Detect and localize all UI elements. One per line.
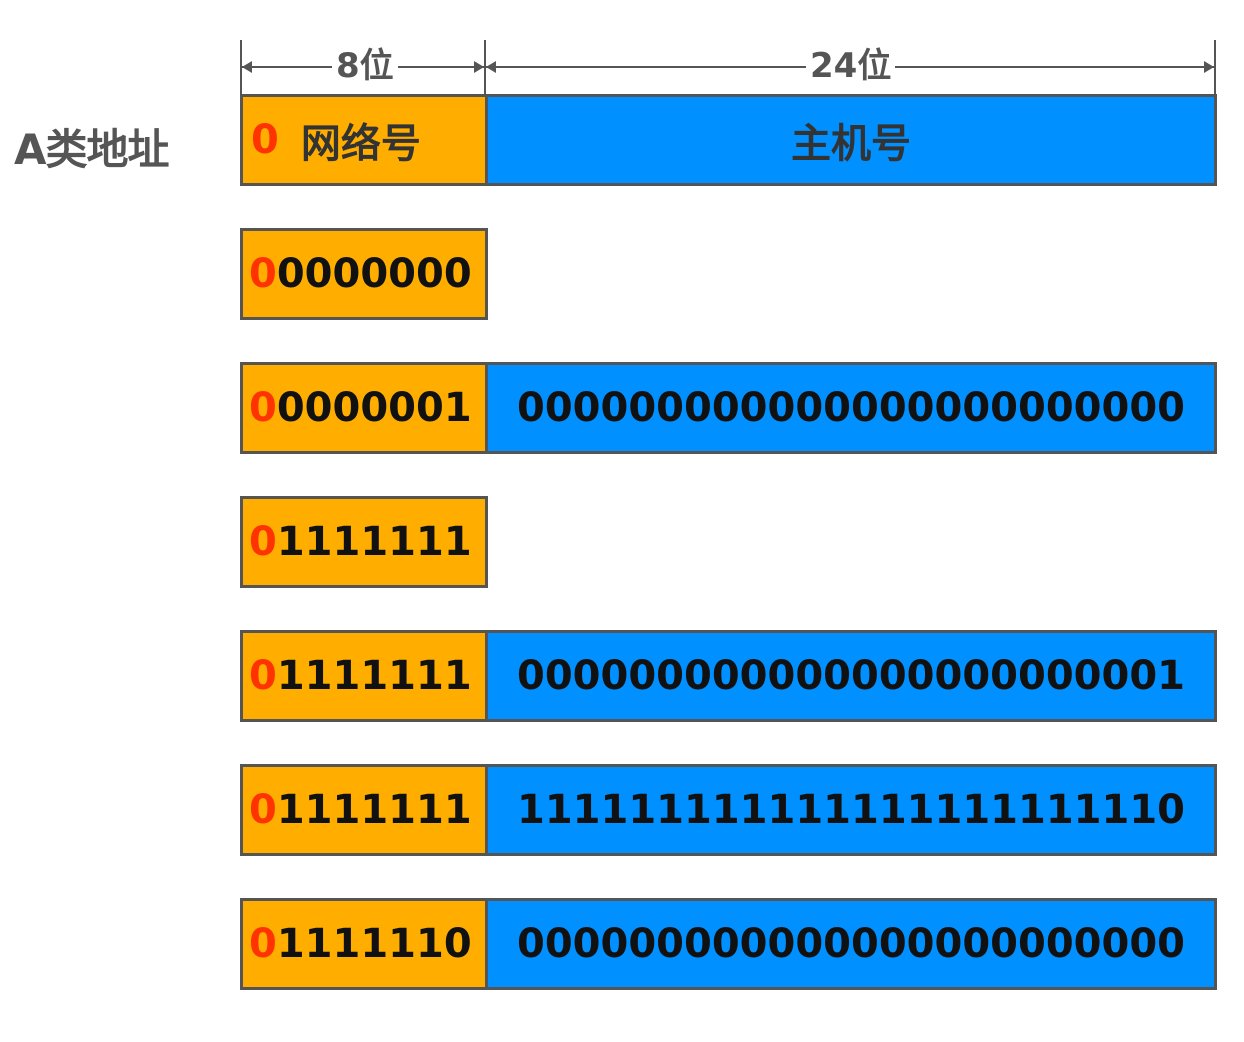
network-segment: 00000000 (240, 228, 488, 320)
header-bar: 0 网络号 主机号 (240, 94, 1217, 186)
arrow-right-icon (474, 61, 484, 73)
leading-bit: 0 (249, 653, 277, 699)
leading-bit: 0 (249, 385, 277, 431)
network-bits-rest: 1111111 (276, 653, 472, 699)
leading-bit: 0 (251, 117, 279, 163)
leading-bit: 0 (249, 921, 277, 967)
network-bits-rest: 0000000 (276, 251, 472, 297)
network-segment: 01111110 (240, 898, 488, 990)
address-row: 00000000 (240, 228, 488, 320)
leading-bit: 0 (249, 251, 277, 297)
host-bits: 000000000000000000000000 (517, 385, 1185, 431)
network-bits-rest: 1111110 (276, 921, 472, 967)
network-bits-label: 8位 (332, 46, 398, 86)
network-bits-rest: 1111111 (276, 519, 472, 565)
dimension-tick-right (1214, 40, 1216, 96)
address-row: 01111111 111111111111111111111110 (240, 764, 1217, 856)
dimension-tick-left (240, 40, 242, 96)
arrow-right-icon (1204, 61, 1214, 73)
address-row: 00000001 000000000000000000000000 (240, 362, 1217, 454)
network-bits: 01111110 (243, 921, 472, 967)
network-bits: 01111111 (243, 653, 472, 699)
host-bits: 000000000000000000000000 (517, 921, 1185, 967)
network-bits-rest: 0000001 (276, 385, 472, 431)
network-segment: 0 网络号 (240, 94, 488, 186)
address-row: 01111111 (240, 496, 488, 588)
class-label: A类地址 (14, 125, 170, 174)
network-label: 网络号 (300, 121, 421, 167)
address-row: 01111110 000000000000000000000000 (240, 898, 1217, 990)
network-bits: 01111111 (243, 787, 472, 833)
address-row: 01111111 000000000000000000000001 (240, 630, 1217, 722)
leading-bit: 0 (249, 519, 277, 565)
network-segment: 01111111 (240, 764, 488, 856)
network-bits: 01111111 (243, 519, 472, 565)
host-segment: 000000000000000000000000 (488, 898, 1217, 990)
host-label: 主机号 (791, 121, 911, 167)
network-bits-rest: 1111111 (276, 787, 472, 833)
host-segment: 000000000000000000000000 (488, 362, 1217, 454)
host-segment: 000000000000000000000001 (488, 630, 1217, 722)
host-bits: 000000000000000000000001 (517, 653, 1185, 699)
network-segment: 00000001 (240, 362, 488, 454)
network-segment: 01111111 (240, 630, 488, 722)
host-segment: 111111111111111111111110 (488, 764, 1217, 856)
network-bits: 00000001 (243, 385, 472, 431)
arrow-left-icon (486, 61, 496, 73)
host-segment: 主机号 (488, 94, 1217, 186)
dimension-tick-middle (484, 40, 486, 96)
leading-bit: 0 (249, 787, 277, 833)
arrow-left-icon (242, 61, 252, 73)
host-bits: 111111111111111111111110 (517, 787, 1185, 833)
network-bits: 00000000 (243, 251, 472, 297)
network-segment: 01111111 (240, 496, 488, 588)
host-bits-label: 24位 (806, 46, 896, 86)
